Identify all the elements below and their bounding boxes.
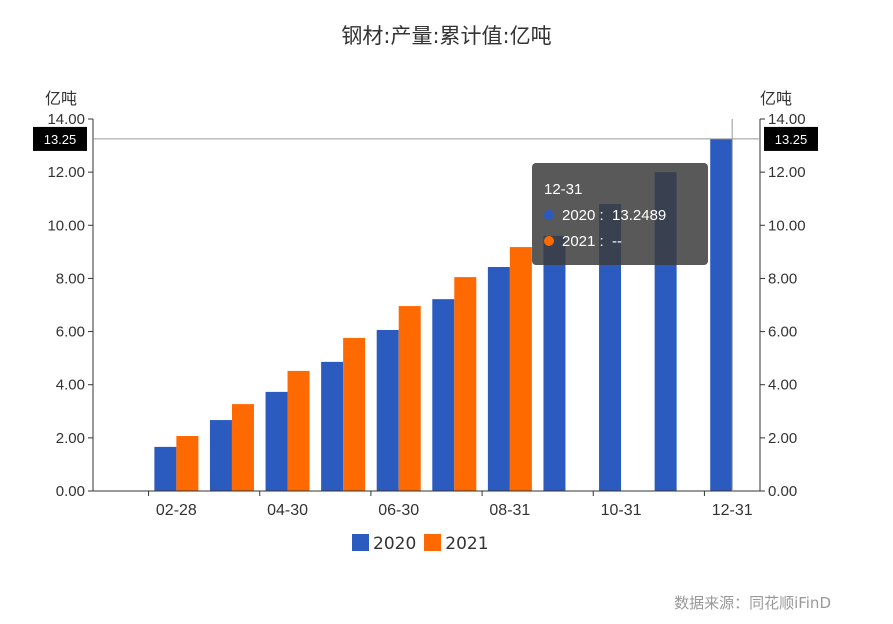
x-tick-label: 04-30 <box>267 502 308 519</box>
y-tick-label-left: 10.00 <box>47 217 85 234</box>
bar-2020-10-31 <box>599 204 622 491</box>
y-tick-label-right: 10.00 <box>768 217 806 234</box>
bar-2021-04-30 <box>287 370 310 491</box>
y-axis-label-left: 亿吨 <box>45 90 77 108</box>
y-tick-label-left: 6.00 <box>56 324 85 341</box>
tooltip-title: 12-31 <box>544 181 583 198</box>
bar-2021-05-31 <box>343 337 366 491</box>
data-source: 数据来源：同花顺iFinD <box>674 594 831 612</box>
bar-2020-05-31 <box>321 361 344 491</box>
crosshair-label-right-bg <box>764 126 818 151</box>
bar-2020-08-31 <box>487 267 510 491</box>
series-dot-icon <box>544 210 554 220</box>
tooltip-row-2020: 2020 : 13.2489 <box>544 207 666 224</box>
bar-2020-06-30 <box>376 329 399 491</box>
bar-2021-06-30 <box>398 306 421 491</box>
bar-2021-08-31 <box>509 247 532 491</box>
y-tick-label-right: 4.00 <box>768 377 797 394</box>
tooltip-series: 2021 <box>562 233 596 250</box>
y-tick-label-left: 8.00 <box>56 270 85 287</box>
bar-2020-07-31 <box>432 299 455 491</box>
tooltip-series: 2020 <box>562 207 596 224</box>
y-axis-label-right: 亿吨 <box>760 90 792 108</box>
y-tick-label-left: 12.00 <box>47 164 85 181</box>
y-tick-label-left: 0.00 <box>56 483 85 500</box>
tooltip: 12-31 2020 : 13.2489 2021 : -- <box>532 163 708 265</box>
bar-2020-02-28 <box>154 446 177 491</box>
y-tick-label-left: 4.00 <box>56 377 85 394</box>
tooltip-row-2021: 2021 : -- <box>544 233 622 250</box>
y-tick-label-left: 14.00 <box>47 111 85 128</box>
x-tick-label: 12-31 <box>712 502 753 519</box>
x-tick-label: 08-31 <box>489 502 530 519</box>
y-tick-label-left: 2.00 <box>56 430 85 447</box>
x-tick-label: 10-31 <box>601 502 642 519</box>
bar-2020-12-31 <box>710 138 733 491</box>
crosshair-label-left-bg <box>33 126 87 151</box>
y-tick-label-right: 12.00 <box>768 164 806 181</box>
legend: 2020 2021 <box>352 534 489 554</box>
bar-2021-03-31 <box>231 404 254 491</box>
tooltip-value: -- <box>612 233 623 250</box>
tooltip-value: 13.2489 <box>612 207 667 224</box>
bar-2021-07-31 <box>454 277 477 491</box>
crosshair-label-left: 13.25 <box>44 132 77 147</box>
legend-item-2021[interactable]: 2021 <box>424 534 489 554</box>
y-tick-label-right: 6.00 <box>768 324 797 341</box>
bar-2021-02-28 <box>176 435 199 491</box>
bar-2020-04-30 <box>265 391 288 491</box>
x-tick-label: 06-30 <box>378 502 419 519</box>
x-tick-label: 02-28 <box>156 502 197 519</box>
y-tick-label-right: 2.00 <box>768 430 797 447</box>
bar-2020-03-31 <box>209 420 232 491</box>
bar-2020-09-30 <box>543 235 566 491</box>
legend-item-2020[interactable]: 2020 <box>352 534 416 554</box>
chart-title: 钢材:产量:累计值:亿吨 <box>341 24 552 48</box>
y-tick-label-right: 0.00 <box>768 483 797 500</box>
y-tick-label-right: 8.00 <box>768 270 797 287</box>
y-tick-label-right: 14.00 <box>768 111 806 128</box>
crosshair-label-right: 13.25 <box>775 132 808 147</box>
series-dot-icon <box>544 236 554 246</box>
